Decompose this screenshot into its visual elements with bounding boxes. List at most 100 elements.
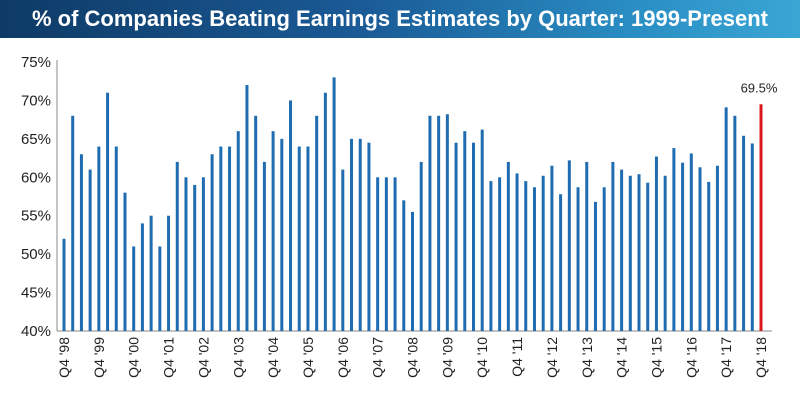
bar (114, 146, 118, 331)
bar (323, 92, 327, 331)
bar (62, 238, 66, 331)
bar (567, 160, 571, 331)
bar (480, 129, 484, 331)
bar (149, 215, 153, 331)
bar (289, 100, 293, 332)
bar (506, 161, 510, 331)
bar (742, 135, 746, 331)
bar (201, 177, 205, 331)
bar (315, 115, 319, 331)
bar (71, 115, 75, 331)
bar (306, 146, 310, 331)
bar (158, 246, 162, 331)
x-tick-label: Q4 '99 (91, 337, 107, 378)
bar (628, 175, 632, 331)
bar (593, 201, 597, 331)
x-tick-label: Q4 '06 (335, 337, 351, 378)
x-tick-label: Q4 '98 (56, 337, 72, 378)
bar (733, 115, 737, 331)
x-tick-label: Q4 '13 (579, 337, 595, 378)
bar (236, 131, 240, 331)
bar (167, 215, 171, 331)
bar (489, 181, 493, 331)
bar (663, 175, 667, 331)
bar (210, 154, 214, 331)
bar (585, 161, 589, 331)
bar (123, 192, 127, 331)
bar (576, 187, 580, 331)
bar (332, 77, 336, 331)
bar (611, 161, 615, 331)
bar (646, 182, 650, 331)
bar (463, 131, 467, 331)
x-tick-label: Q4 '00 (126, 337, 142, 378)
x-tick-label: Q4 '10 (474, 337, 490, 378)
bar (184, 177, 188, 331)
y-tick-label: 60% (21, 169, 51, 186)
bar (454, 142, 458, 331)
bar (193, 184, 197, 331)
bar (88, 169, 92, 331)
x-tick-label: Q4 '15 (648, 337, 664, 378)
x-tick-label: Q4 '09 (439, 337, 455, 378)
bar (654, 156, 658, 331)
y-tick-label: 50% (21, 246, 51, 263)
x-tick-label: Q4 '02 (195, 337, 211, 378)
x-tick-label: Q4 '05 (300, 337, 316, 378)
bar (428, 115, 432, 331)
bar (350, 138, 354, 331)
bar (411, 211, 414, 331)
bar (445, 114, 449, 331)
bar (393, 177, 397, 331)
x-tick-label: Q4 '17 (718, 337, 734, 378)
bar (228, 146, 232, 331)
bar (106, 92, 110, 331)
bar (698, 167, 702, 331)
bar (437, 115, 441, 331)
bar (79, 154, 83, 331)
bar (262, 161, 266, 331)
bar (254, 115, 258, 331)
x-tick-label: Q4 '12 (544, 337, 560, 378)
y-tick-label: 75% (21, 54, 51, 71)
bar (367, 142, 371, 331)
x-tick-label: Q4 '11 (509, 337, 525, 377)
bar (681, 162, 685, 331)
bar (524, 181, 528, 331)
bar (271, 131, 275, 331)
bar (515, 173, 519, 331)
x-tick-label: Q4 '16 (683, 337, 699, 378)
y-tick-label: 45% (21, 285, 51, 302)
bar (245, 85, 249, 331)
bar (376, 177, 380, 331)
bar (132, 246, 136, 331)
y-tick-label: 65% (21, 131, 51, 148)
y-tick-label: 70% (21, 92, 51, 109)
bar-highlight (759, 104, 763, 332)
bar (175, 161, 179, 331)
bar (559, 194, 563, 331)
x-tick-label: Q4 '18 (753, 337, 769, 378)
x-tick-label: Q4 '07 (370, 337, 386, 378)
bar (750, 143, 754, 331)
y-tick-label: 40% (21, 323, 51, 340)
x-tick-label: Q4 '14 (614, 337, 630, 378)
x-tick-label: Q4 '01 (161, 337, 177, 378)
bar (384, 177, 388, 331)
bar (689, 153, 693, 331)
bar-chart: 40% 45% 50% 55% 60% 65% 70% 75% 69.5% Q4 '98 Q4 '9… (21, 54, 778, 378)
bar (550, 165, 554, 331)
x-tick-label: Q4 '08 (405, 337, 421, 378)
bar (602, 187, 606, 331)
bar (280, 138, 284, 331)
bar (532, 187, 536, 331)
bar (402, 200, 406, 331)
bar (471, 142, 475, 331)
bar (715, 165, 719, 331)
x-tick-label: Q4 '03 (230, 337, 246, 378)
bar (637, 174, 641, 331)
bar (672, 148, 676, 331)
chart-title: % of Companies Beating Earnings Estimate… (0, 0, 800, 38)
bar (140, 223, 144, 331)
